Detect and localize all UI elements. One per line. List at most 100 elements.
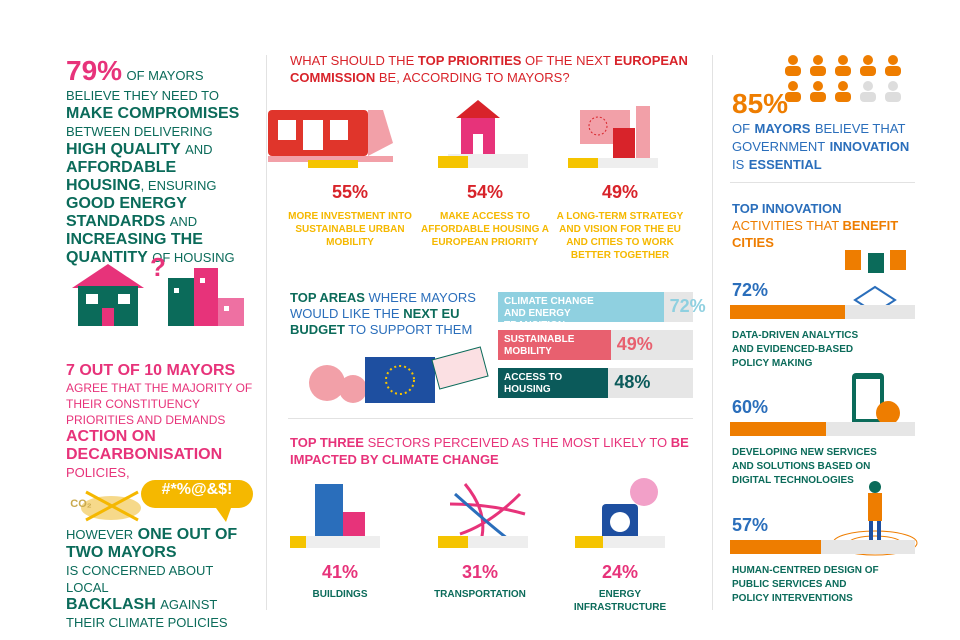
innovation-title: TOP INNOVATION ACTIVITIES THAT BENEFIT C… [732,200,912,251]
priority-percent: 54% [466,182,504,202]
budget-label: ACCESS TO HOUSING [504,372,563,395]
text: WHERE MAYORS WOULD LIKE THE [290,290,476,321]
text: INCREASING THE [66,231,203,248]
priorities-illustrations [268,100,658,168]
text: BACKLASH [66,596,156,613]
innovation-percent: 60% [732,397,769,417]
divider [266,55,267,610]
bubble-text: #*%@&$! [161,481,233,498]
sector-percent: 41% [321,562,359,582]
text: BE, ACCORDING TO MAYORS? [378,70,570,85]
budget-bar [498,368,609,398]
innovation-bar [730,305,846,319]
text: QUANTITY [66,249,148,266]
budget-illustration [309,346,489,403]
person-icon [885,55,901,76]
stat-number: 85% [732,88,789,119]
text: AGREE THAT THE MAJORITY OF THEIR CONSTIT… [66,381,253,427]
innovation-percent: 57% [732,515,769,535]
person-icon [835,55,851,76]
priority-percent: 55% [331,182,369,202]
sector-label: BUILDINGS [312,589,368,600]
text: MAYORS [754,121,811,136]
divider [730,182,915,183]
text: TO SUPPORT THEM [348,322,473,337]
innovation-percent: 72% [732,280,769,300]
innovation-bar [730,422,826,436]
stat-backlash: HOWEVER ONE OUT OF TWO MAYORS IS CONCERN… [66,526,256,632]
text: AGAINST THEIR CLIMATE POLICIES [66,597,228,630]
text: BENEFIT CITIES [732,218,899,250]
text: OF [732,121,751,136]
co2: CO₂ [70,498,92,510]
innovation-label: HUMAN-CENTRED DESIGN OF PUBLIC SERVICES … [732,565,879,604]
text: BE IMPACTED BY CLIMATE CHANGE [290,435,689,467]
text: BELIEVE THAT GOVERNMENT [732,121,906,154]
text: IS CONCERNED ABOUT LOCAL [66,563,214,595]
priority-label: MAKE ACCESS TO AFFORDABLE HOUSING A EURO… [421,211,549,248]
text: , ENSURING [140,178,217,193]
text: AND [169,214,198,229]
text: TOP PRIORITIES [417,53,522,68]
stat-number: 79% [66,55,123,86]
innovation-illustrations [832,250,918,556]
sector-label: ENERGY INFRASTRUCTURE [573,589,667,613]
priority-percent: 49% [601,182,639,202]
budget-label: CLIMATE CHANGE AND ENERGY TRANSITION [504,296,594,331]
person-icon [785,55,801,76]
people-icons [785,55,901,102]
text: ACTION ON DECARBONISATION [66,428,223,463]
innovation-bar [730,540,822,554]
text: EUROPEAN COMMISSION [290,53,688,85]
text: OF THE NEXT [525,53,611,68]
text: IS [732,157,745,172]
budget-value: 48% [614,372,651,392]
text: AFFORDABLE HOUSING [66,159,177,194]
text: TOP AREAS [290,290,365,305]
person-icon [860,81,876,102]
person-icon [860,55,876,76]
budget-label: SUSTAINABLE MOBILITY [504,334,575,357]
divider [288,418,693,419]
text: TOP THREE [290,435,364,450]
text: HOWEVER [66,527,134,542]
person-icon [785,81,801,102]
speech-bubbles [81,480,253,522]
sectors-title: TOP THREE SECTORS PERCEIVED AS THE MOST … [290,434,690,468]
divider [712,55,713,610]
text: ESSENTIAL [748,157,822,172]
priorities-title: WHAT SHOULD THE TOP PRIORITIES OF THE NE… [290,52,690,86]
sector-label: TRANSPORTATION [434,589,526,600]
text: HIGH QUALITY [66,141,181,158]
priority-label: A LONG-TERM STRATEGY AND VISION FOR THE … [556,211,684,261]
person-icon [885,81,901,102]
text: NEXT EU BUDGET [290,306,460,337]
stat-decarbonisation: 7 OUT OF 10 MAYORS AGREE THAT THE MAJORI… [66,362,256,481]
budget-bar [498,330,611,360]
innovation-label: DATA-DRIVEN ANALYTICS AND EVIDENCED-BASE… [732,330,859,369]
budget-title: TOP AREAS WHERE MAYORS WOULD LIKE THE NE… [290,290,490,338]
person-icon [810,81,826,102]
text: MAKE COMPROMISES [66,105,240,122]
text: INNOVATION [829,139,910,154]
text: WHAT SHOULD THE [290,53,415,68]
text: SECTORS PERCEIVED AS THE MOST LIKELY TO [367,435,668,450]
stat-compromises: 79% OF MAYORS BELIEVE THEY NEED TO MAKE … [66,55,256,267]
stat-number: 7 OUT OF 10 MAYORS [66,362,236,379]
text: POLICIES, [66,465,130,480]
budget-value: 49% [616,334,653,354]
houses-illustration [72,264,244,326]
budget-bar [498,292,664,322]
text: ACTIVITIES THAT [732,218,839,233]
sector-percent: 31% [461,562,499,582]
text: OF MAYORS BELIEVE THEY NEED TO [66,68,219,103]
budget-value: 72% [669,296,706,316]
text: BETWEEN DELIVERING [66,124,213,139]
text: ONE OUT OF TWO MAYORS [66,526,238,561]
sector-percent: 24% [601,562,639,582]
question-mark: ? [150,252,166,282]
text: OF HOUSING [152,250,235,265]
priority-label: MORE INVESTMENT INTO SUSTAINABLE URBAN M… [288,211,412,248]
person-icon [810,55,826,76]
